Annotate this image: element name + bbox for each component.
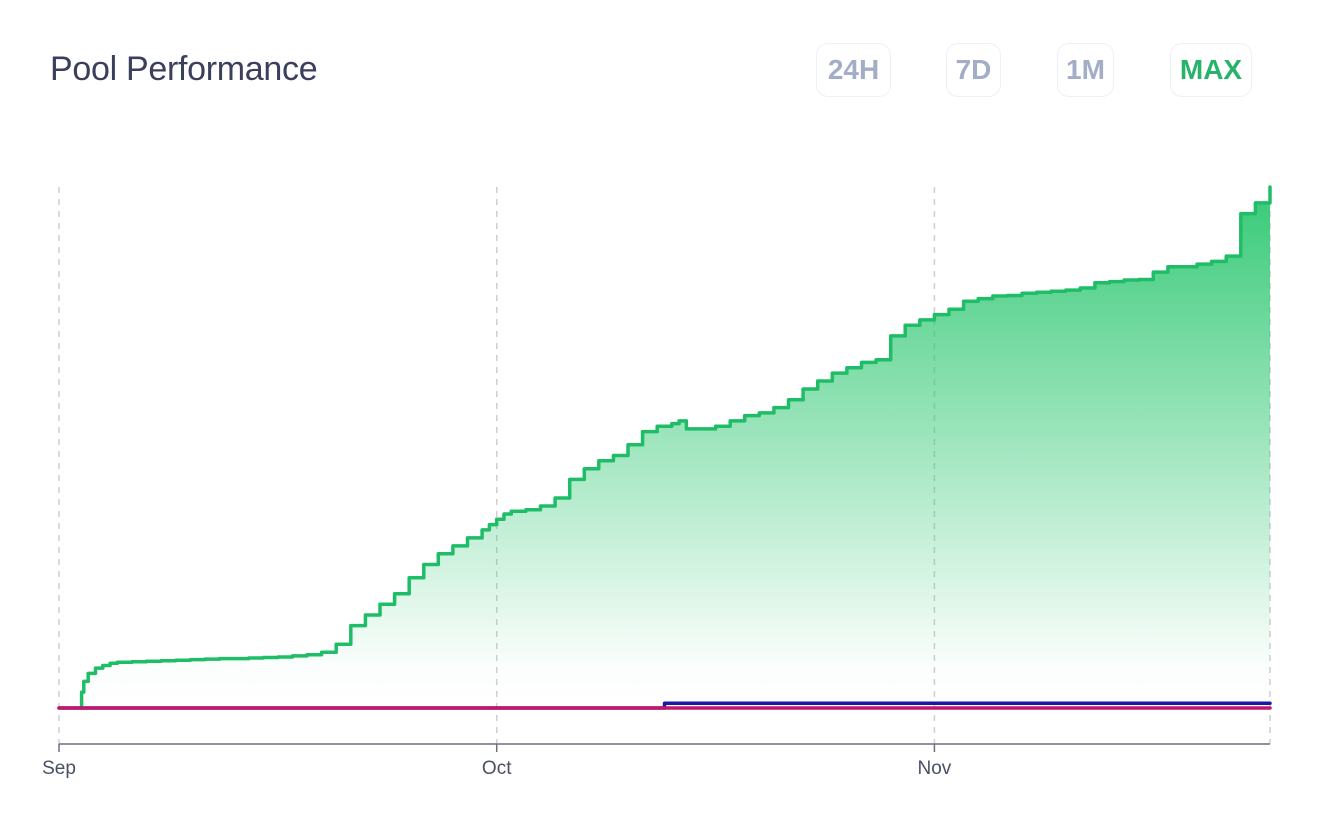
x-tick-label: Nov bbox=[918, 758, 952, 779]
series-areas bbox=[80, 187, 1270, 708]
series-area-0 bbox=[80, 187, 1270, 708]
range-1m-button[interactable]: 1M bbox=[1057, 43, 1114, 97]
series-lines bbox=[57, 185, 1272, 710]
x-tick-label: Sep bbox=[42, 758, 76, 779]
series-line-0 bbox=[79, 185, 1272, 710]
range-24h-button[interactable]: 24H bbox=[816, 43, 891, 97]
range-7d-button[interactable]: 7D bbox=[946, 43, 1001, 97]
range-max-button[interactable]: MAX bbox=[1170, 43, 1252, 97]
x-axis: Sep Oct Nov bbox=[42, 743, 1270, 779]
x-tick-label: Oct bbox=[482, 758, 512, 779]
page-title: Pool Performance bbox=[50, 50, 318, 88]
